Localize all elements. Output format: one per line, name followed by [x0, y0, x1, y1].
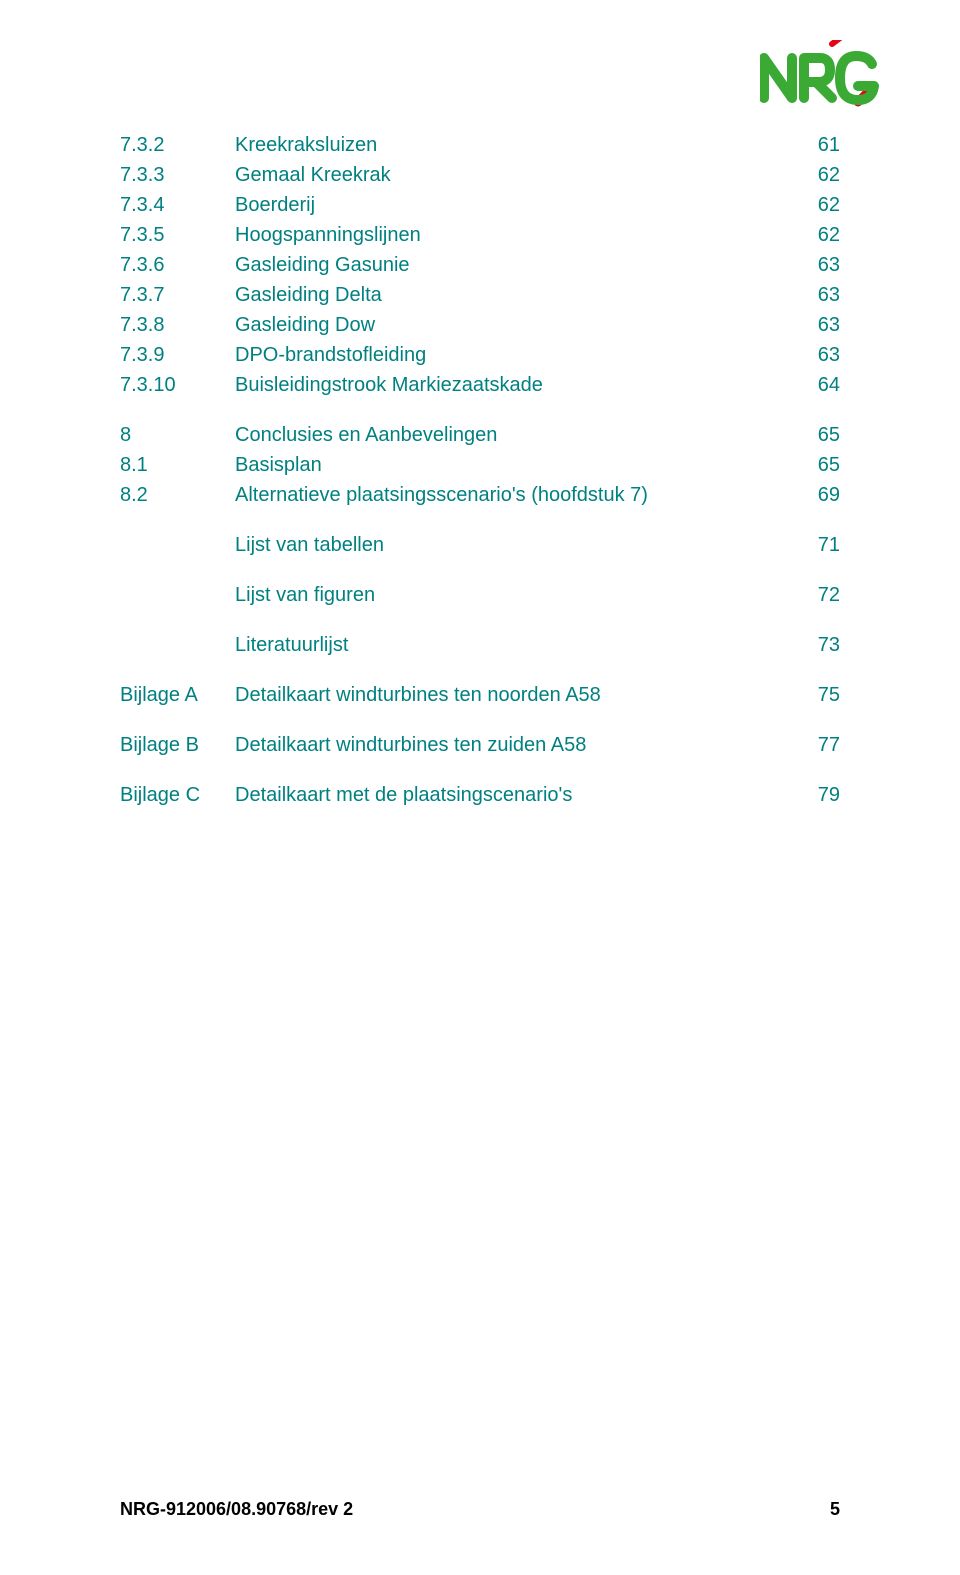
toc-block-gap [120, 610, 840, 630]
document-page: 7.3.2 Kreekraksluizen 61 7.3.3 Gemaal Kr… [0, 0, 960, 1575]
toc-row: Bijlage C Detailkaart met de plaatsingsc… [120, 780, 840, 810]
toc-row: Lijst van figuren 72 [120, 580, 840, 610]
toc-entry-page: 69 [790, 480, 840, 510]
toc-entry-title: Conclusies en Aanbevelingen [235, 420, 790, 450]
toc-entry-page: 64 [790, 370, 840, 400]
toc-row: Lijst van tabellen 71 [120, 530, 840, 560]
toc-entry-title: Gasleiding Delta [235, 280, 790, 310]
toc-entry-page: 63 [790, 310, 840, 340]
toc-block-gap [120, 560, 840, 580]
toc-entry-title: Detailkaart windturbines ten zuiden A58 [235, 730, 790, 760]
toc-block-gap [120, 400, 840, 420]
toc-entry-title: Basisplan [235, 450, 790, 480]
toc-entry-page: 65 [790, 450, 840, 480]
page-footer: NRG-912006/08.90768/rev 2 5 [120, 1499, 840, 1520]
toc-entry-title: Alternatieve plaatsingsscenario's (hoofd… [235, 480, 790, 510]
toc-entry-title: Lijst van figuren [235, 580, 790, 610]
footer-page-number: 5 [830, 1499, 840, 1520]
toc-row: 7.3.9 DPO-brandstofleiding 63 [120, 340, 840, 370]
toc-row: 7.3.10 Buisleidingstrook Markiezaatskade… [120, 370, 840, 400]
toc-entry-page: 77 [790, 730, 840, 760]
toc-block-gap [120, 660, 840, 680]
toc-entry-page: 63 [790, 280, 840, 310]
footer-doc-id: NRG-912006/08.90768/rev 2 [120, 1499, 353, 1520]
toc-entry-title: Boerderij [235, 190, 790, 220]
toc-entry-number: Bijlage C [120, 780, 235, 810]
toc-entry-page: 61 [790, 130, 840, 160]
toc-entry-title: Detailkaart windturbines ten noorden A58 [235, 680, 790, 710]
toc-entry-page: 73 [790, 630, 840, 660]
toc-row: Bijlage B Detailkaart windturbines ten z… [120, 730, 840, 760]
toc-block-gap [120, 710, 840, 730]
toc-entry-title: Detailkaart met de plaatsingscenario's [235, 780, 790, 810]
toc-entry-title: DPO-brandstofleiding [235, 340, 790, 370]
toc-entry-number: 7.3.8 [120, 310, 235, 340]
toc-entry-page: 71 [790, 530, 840, 560]
toc-row: 7.3.6 Gasleiding Gasunie 63 [120, 250, 840, 280]
toc-entry-page: 62 [790, 220, 840, 250]
toc-row: 7.3.5 Hoogspanningslijnen 62 [120, 220, 840, 250]
toc-entry-title: Gasleiding Gasunie [235, 250, 790, 280]
table-of-contents: 7.3.2 Kreekraksluizen 61 7.3.3 Gemaal Kr… [120, 130, 840, 810]
toc-entry-page: 62 [790, 160, 840, 190]
toc-entry-number: 7.3.7 [120, 280, 235, 310]
toc-entry-page: 79 [790, 780, 840, 810]
toc-row: 7.3.3 Gemaal Kreekrak 62 [120, 160, 840, 190]
toc-entry-title: Kreekraksluizen [235, 130, 790, 160]
toc-block-gap [120, 760, 840, 780]
toc-entry-number: 7.3.10 [120, 370, 235, 400]
toc-row: Literatuurlijst 73 [120, 630, 840, 660]
toc-entry-number: 7.3.5 [120, 220, 235, 250]
toc-row: 8.1 Basisplan 65 [120, 450, 840, 480]
toc-entry-number: 8.1 [120, 450, 235, 480]
toc-entry-number: 7.3.6 [120, 250, 235, 280]
toc-entry-title: Buisleidingstrook Markiezaatskade [235, 370, 790, 400]
toc-block-gap [120, 510, 840, 530]
toc-entry-number: Bijlage A [120, 680, 235, 710]
toc-row: 7.3.4 Boerderij 62 [120, 190, 840, 220]
toc-entry-number: 7.3.9 [120, 340, 235, 370]
toc-entry-title: Gemaal Kreekrak [235, 160, 790, 190]
toc-entry-number: 7.3.2 [120, 130, 235, 160]
toc-row: 7.3.7 Gasleiding Delta 63 [120, 280, 840, 310]
toc-entry-page: 62 [790, 190, 840, 220]
toc-entry-page: 75 [790, 680, 840, 710]
toc-row: Bijlage A Detailkaart windturbines ten n… [120, 680, 840, 710]
toc-entry-page: 63 [790, 340, 840, 370]
toc-entry-page: 65 [790, 420, 840, 450]
nrg-logo [760, 40, 880, 110]
toc-row: 8 Conclusies en Aanbevelingen 65 [120, 420, 840, 450]
toc-entry-title: Hoogspanningslijnen [235, 220, 790, 250]
toc-entry-number: 8.2 [120, 480, 235, 510]
toc-entry-number: Bijlage B [120, 730, 235, 760]
toc-entry-page: 63 [790, 250, 840, 280]
toc-entry-number: 8 [120, 420, 235, 450]
toc-row: 8.2 Alternatieve plaatsingsscenario's (h… [120, 480, 840, 510]
toc-row: 7.3.8 Gasleiding Dow 63 [120, 310, 840, 340]
toc-row: 7.3.2 Kreekraksluizen 61 [120, 130, 840, 160]
toc-entry-number: 7.3.4 [120, 190, 235, 220]
toc-entry-title: Lijst van tabellen [235, 530, 790, 560]
toc-entry-page: 72 [790, 580, 840, 610]
toc-entry-title: Gasleiding Dow [235, 310, 790, 340]
toc-entry-title: Literatuurlijst [235, 630, 790, 660]
toc-entry-number: 7.3.3 [120, 160, 235, 190]
